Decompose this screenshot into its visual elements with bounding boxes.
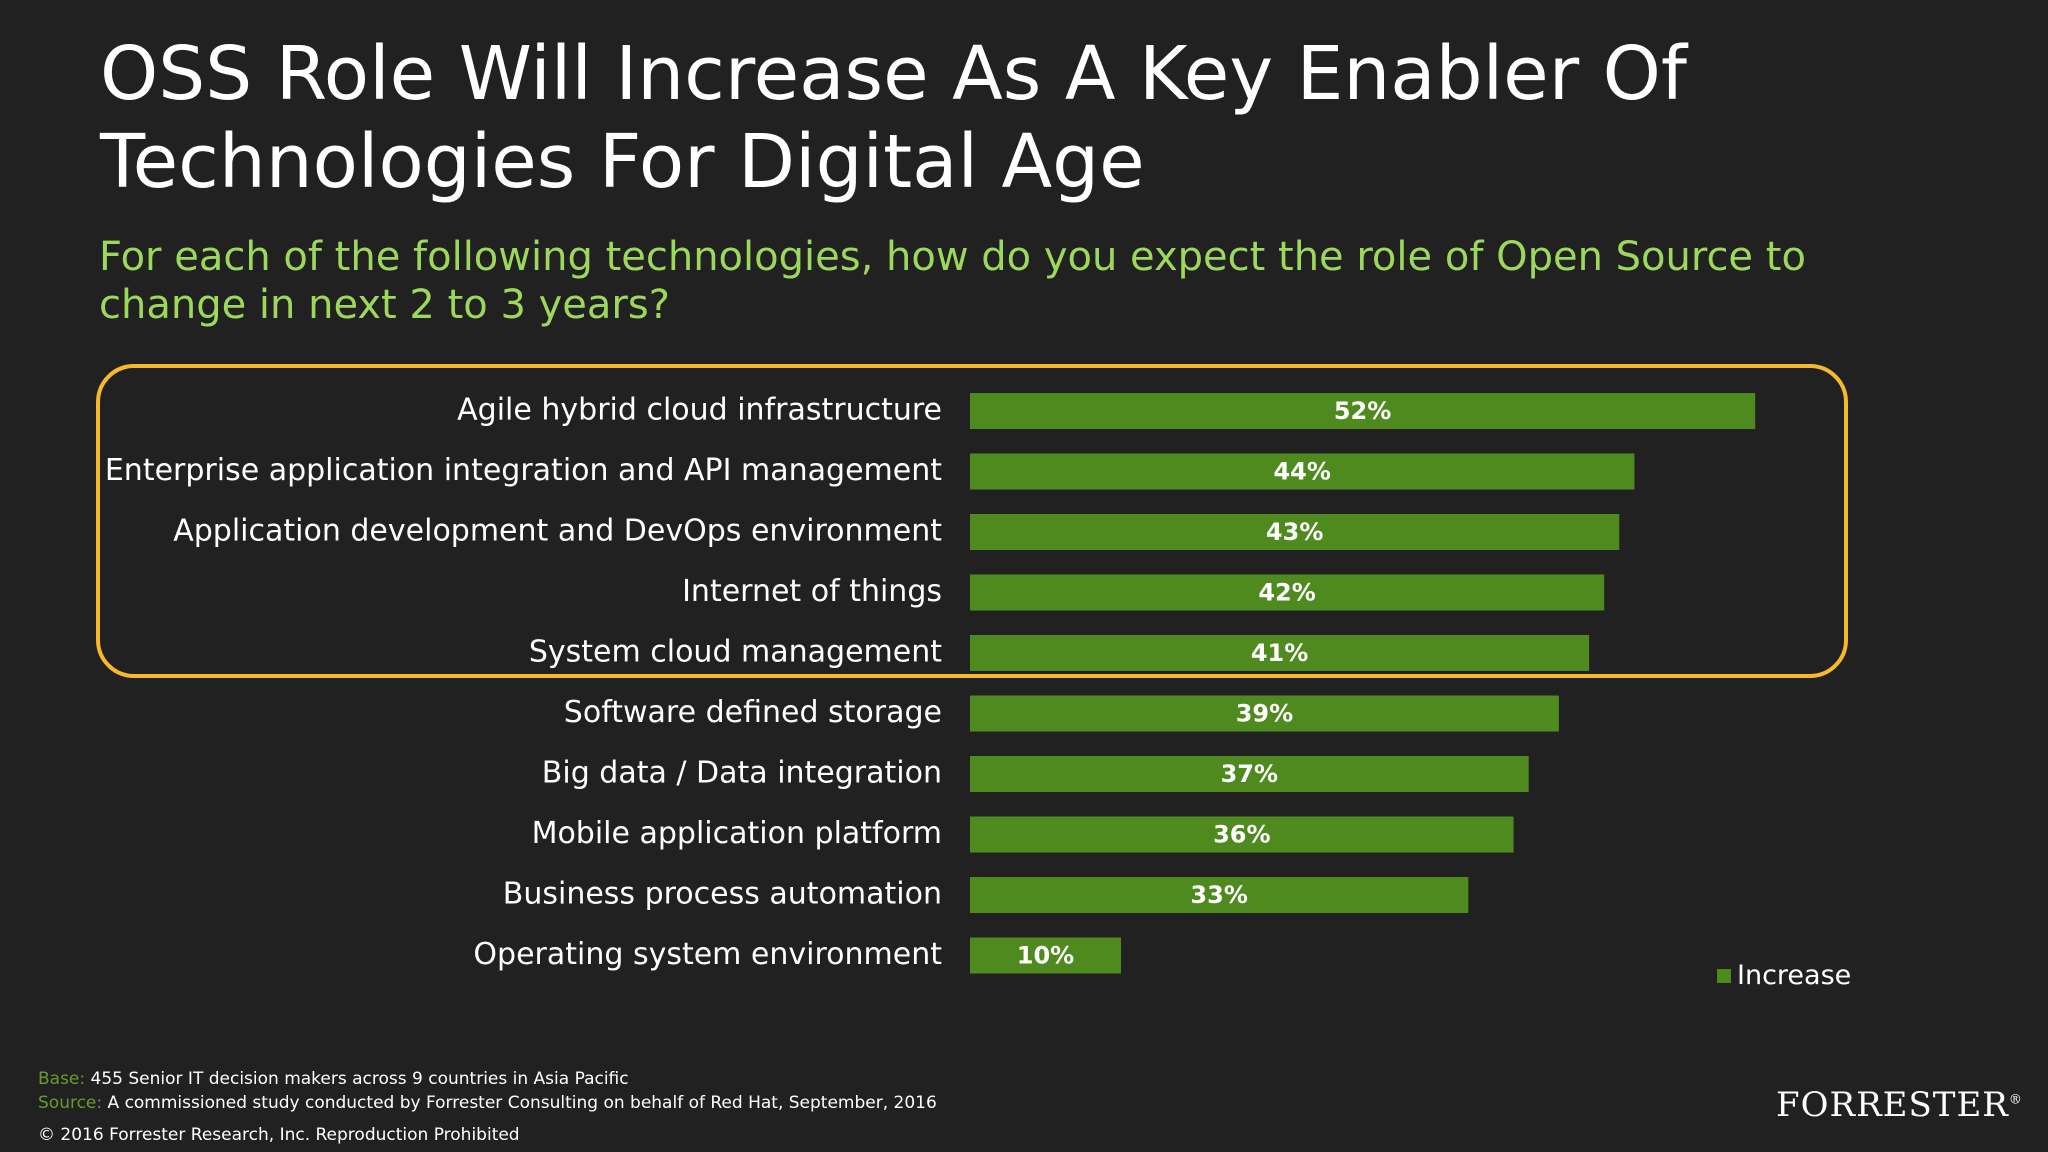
source-label: Source: (38, 1093, 103, 1113)
bar-6 (970, 695, 1559, 732)
value-label-3: 43% (1266, 518, 1323, 546)
logo-text: FORRESTER (1776, 1085, 2009, 1125)
legend-label: Increase (1737, 960, 1852, 991)
category-label-2: Enterprise application integration and A… (105, 453, 942, 488)
bar-10 (970, 937, 1121, 974)
category-label-6: Software defined storage (564, 695, 942, 730)
category-label-7: Big data / Data integration (542, 756, 942, 791)
legend: Increase (1717, 960, 1851, 991)
category-label-5: System cloud management (529, 635, 942, 670)
value-label-4: 42% (1258, 579, 1315, 607)
value-label-1: 52% (1334, 397, 1391, 425)
bar-5 (970, 635, 1590, 671)
logo-mark: ® (2008, 1092, 2023, 1108)
bar-2 (970, 453, 1635, 490)
footer-source: Source: A commissioned study conducted b… (38, 1092, 937, 1114)
value-label-5: 41% (1251, 639, 1308, 667)
highlight-box (96, 364, 1848, 678)
page-title: OSS Role Will Increase As A Key Enabler … (100, 31, 1687, 205)
value-label-2: 44% (1273, 458, 1330, 486)
footer-copyright: © 2016 Forrester Research, Inc. Reproduc… (38, 1124, 520, 1146)
value-label-6: 39% (1236, 700, 1293, 728)
category-label-1: Agile hybrid cloud infrastructure (457, 393, 942, 428)
value-label-7: 37% (1221, 760, 1278, 788)
bar-7 (970, 756, 1529, 792)
bar-8 (970, 816, 1514, 853)
bar-4 (970, 574, 1605, 611)
legend-swatch (1717, 968, 1731, 983)
bar-3 (970, 514, 1620, 550)
category-label-3: Application development and DevOps envir… (173, 514, 942, 549)
bar-chart: Agile hybrid cloud infrastructure 52% Ente… (105, 393, 1756, 974)
bar-9 (970, 877, 1469, 913)
forrester-logo: FORRESTER® (1776, 1085, 2023, 1125)
category-label-8: Mobile application platform (532, 816, 942, 851)
bar-1 (970, 393, 1756, 429)
footer-base: Base: 455 Senior IT decision makers acro… (38, 1068, 629, 1090)
category-label-9: Business process automation (503, 877, 942, 912)
survey-question: For each of the following technologies, … (99, 234, 1806, 328)
value-label-8: 36% (1213, 821, 1270, 849)
category-label-10: Operating system environment (473, 937, 942, 972)
base-label: Base: (38, 1069, 86, 1089)
copyright-text: © 2016 Forrester Research, Inc. Reproduc… (38, 1125, 520, 1145)
source-text: A commissioned study conducted by Forres… (107, 1093, 937, 1113)
base-text: 455 Senior IT decision makers across 9 c… (90, 1069, 629, 1089)
category-label-4: Internet of things (682, 574, 942, 609)
value-label-9: 33% (1190, 881, 1247, 909)
value-label-10: 10% (1017, 942, 1074, 970)
